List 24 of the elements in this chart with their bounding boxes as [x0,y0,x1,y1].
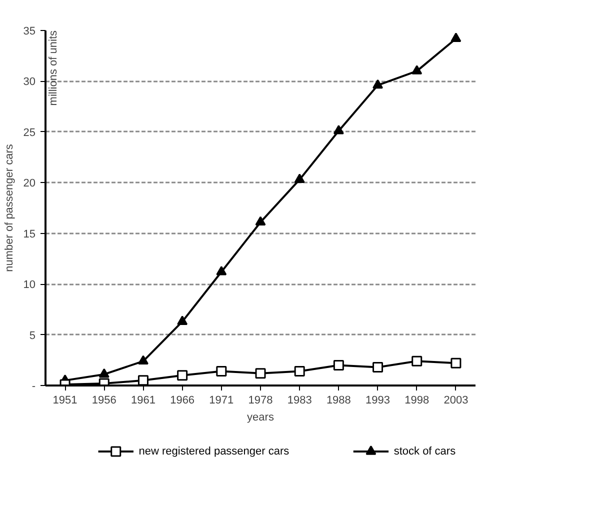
y-tick-label: 20 [23,178,36,190]
legend-label: stock of cars [394,446,456,458]
y-tick-label: 5 [29,330,36,342]
x-tick-label: 1951 [52,394,78,406]
y-tick-label: 25 [23,126,36,139]
x-tick-label: 1988 [326,394,351,406]
x-tick-label: 1998 [404,394,430,406]
y-tick-label: 15 [23,228,36,240]
annotation: millions of units [47,30,60,106]
x-tick-label: 1961 [130,394,156,406]
x-tick-label: 1956 [92,394,116,406]
y-tick-label: - [32,380,36,392]
legend-label: new registered passenger cars [138,446,290,458]
y-tick-label: 30 [23,76,36,88]
x-tick-label: 2003 [444,394,468,406]
x-tick-label: 1971 [209,394,234,406]
x-tick-label: 1983 [287,394,312,406]
x-tick-label: 1978 [248,394,273,406]
y-tick-label: 35 [23,26,36,38]
x-axis-title: years [247,412,274,424]
x-tick-label: 1966 [170,394,195,406]
y-tick-label: 10 [23,279,36,292]
x-tick-label: 1993 [366,394,390,406]
y-axis-title: number of passenger cars [3,144,16,272]
